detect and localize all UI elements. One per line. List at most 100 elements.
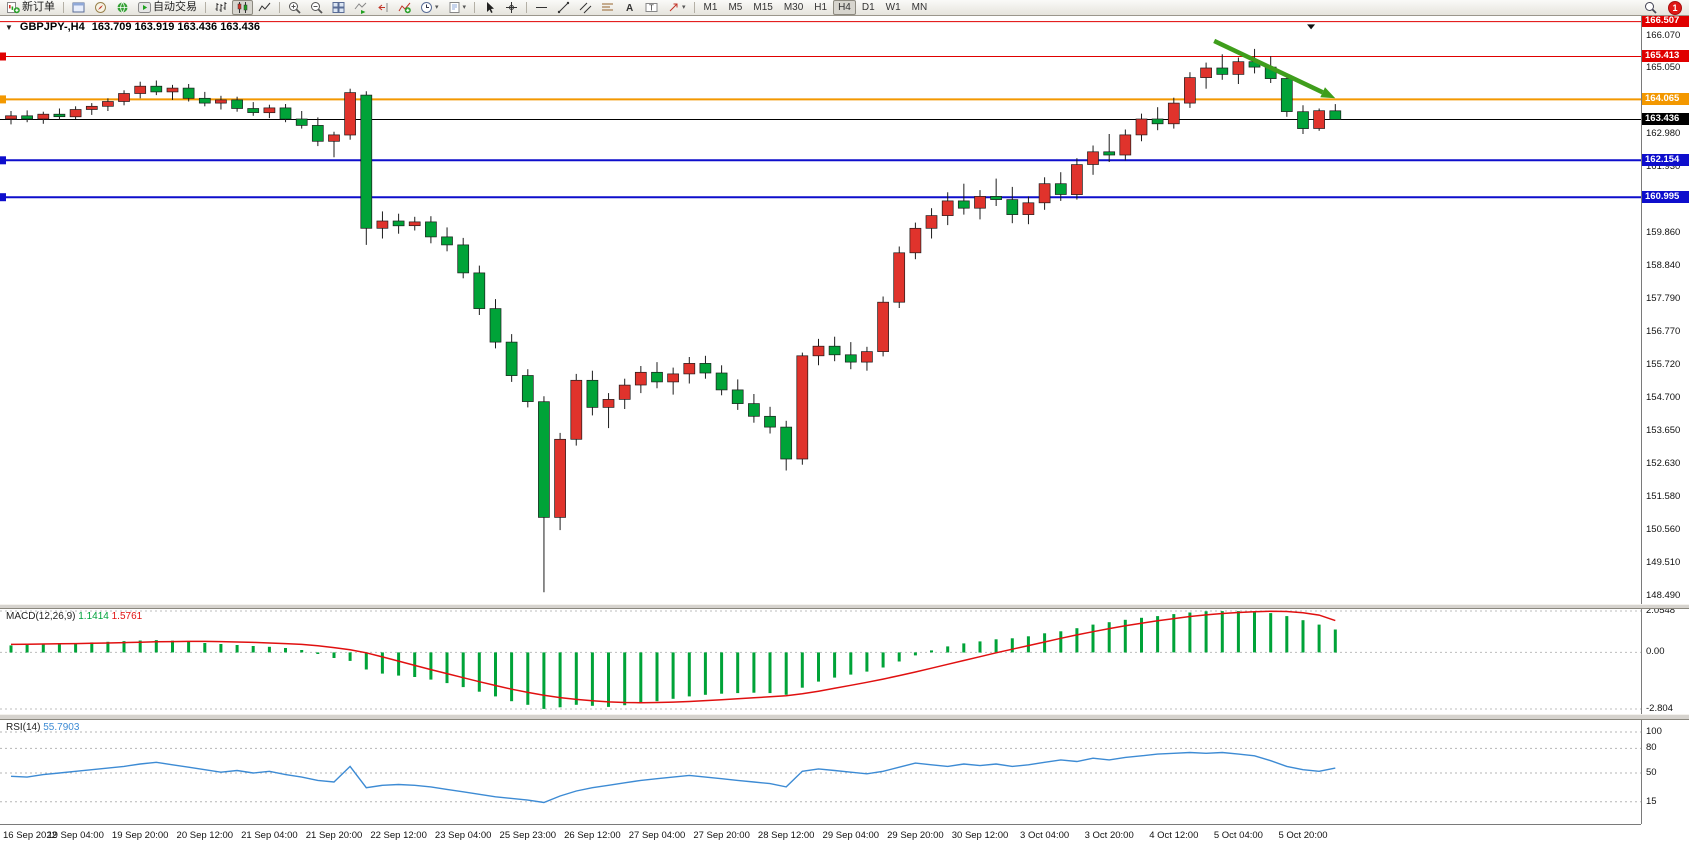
macd-label: MACD(12,26,9) 1.1414 1.5761 [6, 611, 142, 622]
time-axis-label: 4 Oct 12:00 [1149, 830, 1199, 841]
rsi-scale-label: 50 [1646, 767, 1657, 778]
price-tag: 164.065 [1642, 92, 1689, 105]
search-button[interactable] [1640, 0, 1661, 15]
toolbar-separator [205, 2, 206, 13]
price-tag: 166.507 [1642, 15, 1689, 28]
price-tick: 166.070 [1646, 29, 1681, 41]
tile-windows-button[interactable] [328, 0, 349, 15]
timeframe-button-m30[interactable]: M30 [779, 0, 808, 15]
text-button[interactable]: A [619, 0, 640, 15]
rsi-label: RSI(14) 55.7903 [6, 722, 79, 733]
collapse-panel-icon[interactable]: ▼ [5, 22, 13, 32]
time-axis[interactable]: 16 Sep 2022 19 Sep 04:00 19 Sep 20:00 20 Se… [0, 824, 1641, 851]
trendline-button[interactable] [553, 0, 574, 15]
ohlc-values: 163.709 163.919 163.436 163.436 [91, 21, 260, 33]
arrows-button[interactable]: ▾ [663, 0, 690, 15]
time-axis-label: 28 Sep 12:00 [757, 830, 815, 841]
main-chart-canvas[interactable] [0, 18, 1641, 604]
time-axis-label: 21 Sep 20:00 [305, 830, 363, 841]
new-order-label: 新订单 [22, 1, 55, 13]
time-axis-label: 29 Sep 20:00 [887, 830, 944, 841]
panel-splitter-macd[interactable] [0, 604, 1689, 609]
price-tick: 149.510 [1646, 557, 1681, 569]
rsi-scale-label: 15 [1646, 795, 1657, 807]
panel-splitter-rsi[interactable] [0, 714, 1689, 720]
label-button[interactable]: T [641, 0, 662, 15]
fibonacci-button[interactable] [597, 0, 618, 15]
chart-window-icon [72, 2, 85, 13]
crosshair-button[interactable] [501, 0, 522, 15]
indicators-button[interactable] [394, 0, 415, 15]
cursor-button[interactable] [479, 0, 500, 15]
channel-icon [579, 2, 592, 14]
timeframe-button-mn[interactable]: MN [907, 0, 933, 15]
rsi-title: RSI(14) [6, 722, 41, 733]
price-tick: 153.650 [1646, 425, 1681, 437]
text-icon: A [626, 3, 633, 14]
price-tick: 155.720 [1646, 359, 1681, 371]
autotrading-button[interactable]: 自动交易 [134, 0, 201, 15]
new-order-button[interactable]: 新订单 [3, 0, 59, 15]
symbol-period-label: GBPJPY-,H4 [19, 21, 85, 33]
macd-panel-canvas[interactable] [0, 609, 1641, 714]
time-axis-label: 25 Sep 23:00 [499, 830, 557, 841]
channel-button[interactable] [575, 0, 596, 15]
chart-window-button[interactable] [68, 0, 89, 15]
time-axis-label: 5 Oct 04:00 [1213, 830, 1263, 841]
timeframe-button-d1[interactable]: D1 [857, 0, 880, 15]
time-axis-label: 5 Oct 20:00 [1278, 830, 1328, 841]
bar-chart-icon [215, 2, 227, 12]
chart-title: ▼ GBPJPY-,H4 163.709 163.919 163.436 163… [5, 21, 260, 33]
trendline-icon [557, 1, 570, 14]
price-tag: 160.995 [1642, 190, 1689, 203]
zoom-out-icon [311, 2, 323, 14]
rsi-value: 55.7903 [43, 722, 80, 733]
autotrading-label: 自动交易 [153, 1, 197, 13]
price-axis[interactable]: 166.070 165.050 162.980 161.930 159.860 158.8… [1641, 15, 1689, 824]
timeframe-button-w1[interactable]: W1 [881, 0, 906, 15]
time-axis-label: 29 Sep 04:00 [822, 830, 880, 841]
toolbar-separator [279, 2, 280, 13]
globe-icon [117, 1, 128, 14]
template-icon [449, 2, 460, 13]
time-axis-label: 27 Sep 04:00 [628, 830, 686, 841]
templates-button[interactable]: ▾ [444, 0, 471, 15]
autotrading-icon [138, 2, 151, 13]
price-tick: 150.560 [1646, 523, 1681, 535]
arrow-object-icon [669, 3, 678, 12]
macd-scale-label: -2.804 [1646, 703, 1673, 714]
price-tick: 162.980 [1646, 128, 1681, 139]
time-axis-label: 20 Sep 12:00 [176, 830, 234, 841]
auto-scroll-button[interactable] [350, 0, 371, 15]
main-toolbar: 新订单 自动交易 ▾ ▾ A T ▾ M1 M5 M15 M3 [0, 0, 1689, 16]
chart-window: ▼ GBPJPY-,H4 163.709 163.919 163.436 163… [0, 15, 1689, 851]
candlestick-chart-button[interactable] [232, 0, 253, 15]
bar-chart-button[interactable] [210, 0, 231, 15]
horizontal-line-button[interactable] [531, 0, 552, 15]
line-chart-button[interactable] [254, 0, 275, 15]
price-tick: 165.050 [1646, 62, 1681, 73]
timeframe-button-m15[interactable]: M15 [748, 0, 777, 15]
macd-main-value: 1.1414 [78, 611, 109, 622]
zoom-in-icon [289, 2, 301, 14]
time-axis-label: 3 Oct 20:00 [1084, 830, 1134, 841]
community-button[interactable] [112, 0, 133, 15]
compass-button[interactable] [90, 0, 111, 15]
price-tag: 163.436 [1642, 113, 1689, 125]
timeframe-button-h4[interactable]: H4 [833, 0, 856, 15]
time-axis-label: 23 Sep 04:00 [434, 830, 492, 841]
timeframe-button-m5[interactable]: M5 [723, 0, 747, 15]
rsi-panel-canvas[interactable] [0, 720, 1641, 822]
price-tick: 161.930 [1646, 161, 1681, 173]
toolbar-separator [526, 2, 528, 13]
indicators-icon [398, 2, 411, 14]
timeframe-button-m1[interactable]: M1 [699, 0, 723, 15]
zoom-in-button[interactable] [284, 0, 305, 15]
timeframe-button-h1[interactable]: H1 [809, 0, 832, 15]
auto-scroll-icon [354, 2, 367, 14]
periods-button[interactable]: ▾ [416, 0, 443, 15]
notification-badge[interactable]: 1 [1668, 0, 1682, 15]
chart-shift-button[interactable] [372, 0, 393, 15]
zoom-out-button[interactable] [306, 0, 327, 15]
